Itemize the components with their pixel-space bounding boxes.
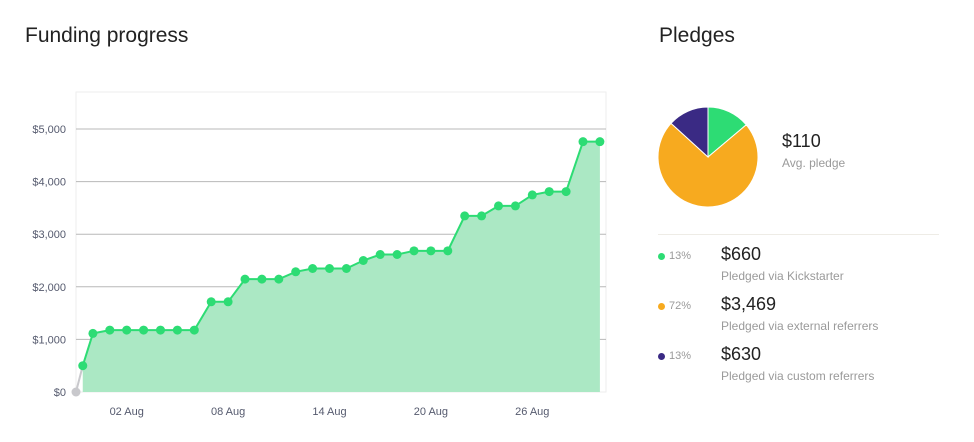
data-point [392,250,402,260]
data-point [409,246,419,256]
start-point [71,387,81,397]
legend-dot-icon [658,252,665,260]
area-fill [82,141,600,392]
data-point [240,274,250,284]
data-point [105,325,115,335]
data-point [494,201,503,211]
legend-item: $660 Pledged via Kickstarter [721,244,844,283]
data-point [122,325,132,335]
legend-dot-icon [658,302,665,310]
data-point [325,263,334,273]
legend-pct-text: 72% [669,300,692,312]
data-point [460,211,470,221]
data-point [172,325,182,335]
x-tick-label: 02 Aug [110,406,144,418]
divider [658,234,939,235]
y-tick-label: $5,000 [32,124,66,136]
legend-item: $3,469 Pledged via external referrers [721,294,878,333]
legend-item: $630 Pledged via custom referrers [721,344,874,383]
data-point [527,190,537,200]
data-point [274,274,284,284]
data-point [375,250,385,260]
legend-pct: 13% [658,350,691,362]
legend-amount: $630 [721,344,762,364]
data-point [426,246,436,256]
data-point [443,246,453,256]
data-point [223,297,233,307]
legend-label: Pledged via custom referrers [721,369,875,383]
legend-label: Pledged via Kickstarter [721,269,844,283]
legend-pct: 13% [658,250,691,262]
data-point [358,256,368,265]
data-point [291,267,301,277]
avg-pledge-value: $110 [782,131,821,151]
legend-amount: $3,469 [721,294,777,314]
pie-slice [670,106,709,159]
x-tick-label: 20 Aug [414,406,448,418]
x-tick-label: 26 Aug [515,406,549,418]
legend-label: Pledged via external referrers [721,319,879,333]
start-segment [75,365,84,393]
data-point [88,328,98,338]
data-point [257,274,267,284]
avg-pledge-label: Avg. pledge [782,156,846,170]
y-tick-label: $2,000 [32,282,66,294]
legend-amount: $660 [721,244,762,264]
funding-title: Funding progress [25,24,189,47]
data-point [189,325,199,335]
data-point [156,325,165,335]
pie-slice [657,122,759,208]
data-point [308,263,318,273]
y-tick-label: $3,000 [32,229,66,241]
data-point [477,211,487,221]
legend-dot-icon [658,352,665,360]
data-point [78,361,88,371]
data-point [561,187,571,197]
data-point [341,263,351,273]
y-tick-label: $4,000 [32,177,66,189]
y-tick-label: $1,000 [32,334,66,346]
data-point [510,201,520,211]
legend-pct-text: 13% [669,250,692,262]
data-point [139,325,149,335]
avg-pledge: $110 Avg. pledge [782,131,845,170]
legend-pct-text: 13% [669,350,692,362]
data-point [544,187,554,197]
pledges-title: Pledges [659,24,735,47]
y-tick-label: $0 [54,387,66,399]
data-point [206,297,216,307]
data-point [578,137,588,147]
legend-pct: 72% [658,300,691,312]
x-tick-label: 14 Aug [312,406,346,418]
data-point [595,137,605,147]
x-tick-label: 08 Aug [211,406,245,418]
